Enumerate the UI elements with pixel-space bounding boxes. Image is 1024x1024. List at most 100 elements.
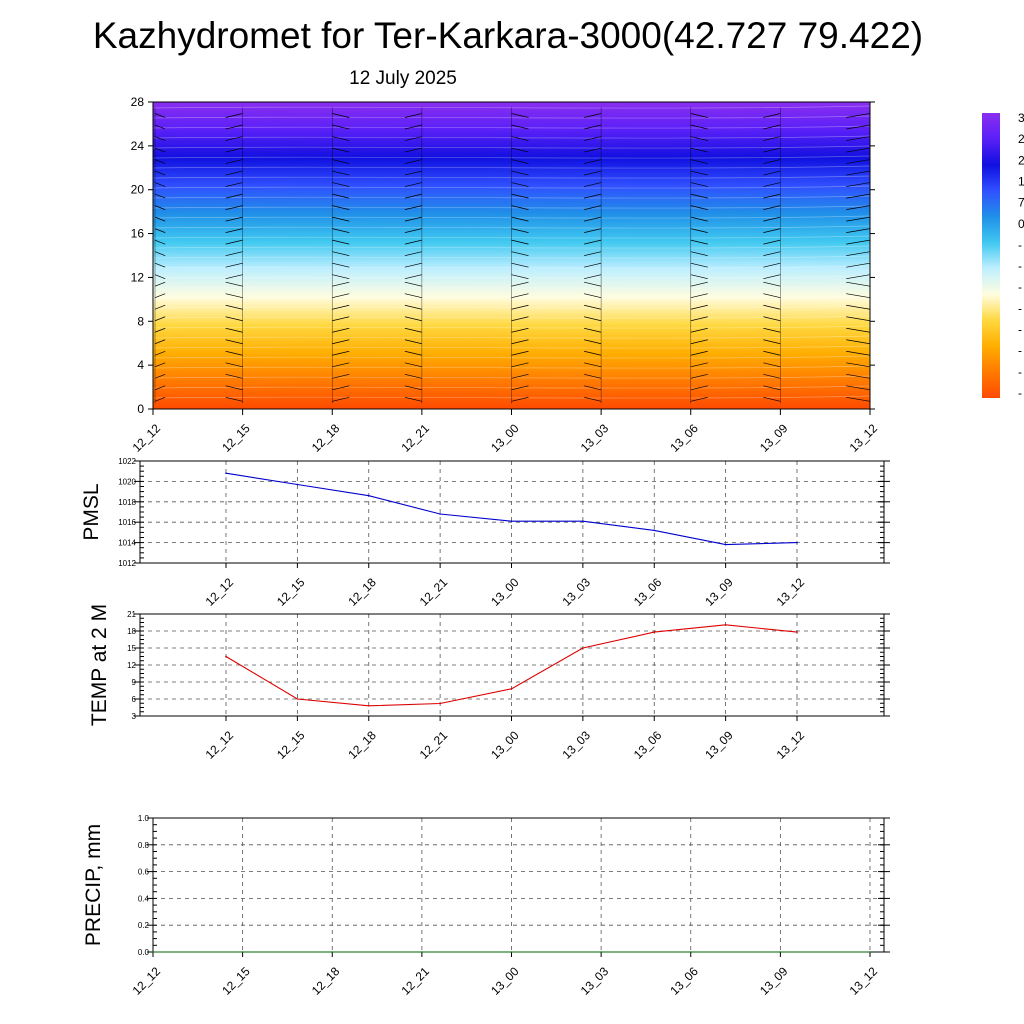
wind-barb xyxy=(584,170,602,176)
wind-barb xyxy=(404,251,422,257)
wind-barb xyxy=(846,159,871,164)
wind-barb xyxy=(846,316,871,322)
x-tick-label: 12_15 xyxy=(274,728,308,762)
x-tick-label: 13_09 xyxy=(702,728,736,762)
wind-barb xyxy=(154,113,166,118)
wind-barb xyxy=(763,251,781,257)
data-point xyxy=(689,951,692,953)
wind-barb xyxy=(225,113,243,118)
wind-barb xyxy=(404,281,422,287)
wind-barb xyxy=(511,113,529,118)
wind-barb xyxy=(511,274,529,280)
wind-barb xyxy=(225,147,243,153)
wind-barb xyxy=(846,281,871,287)
wind-barb xyxy=(846,205,871,210)
wind-barb xyxy=(225,228,243,233)
x-tick-label: 13_00 xyxy=(488,728,522,762)
data-point xyxy=(779,951,782,953)
wind-barb xyxy=(763,293,781,299)
wind-barb xyxy=(846,274,871,280)
x-tick-label: 12_15 xyxy=(274,575,308,609)
wind-barb xyxy=(763,239,781,245)
x-tick-label: 12_18 xyxy=(309,964,343,998)
contour-line xyxy=(152,215,871,219)
colorbar-label: 2 xyxy=(1018,132,1024,146)
wind-barb xyxy=(690,339,708,345)
x-tick-label: 13_12 xyxy=(774,728,808,762)
wind-barb xyxy=(404,182,422,187)
y-tick-label: 1012 xyxy=(118,559,136,568)
wind-barb xyxy=(584,350,602,356)
x-tick-label: 12_18 xyxy=(345,728,379,762)
wind-barb xyxy=(332,373,350,379)
wind-barb xyxy=(763,136,781,141)
wind-barb xyxy=(690,350,708,356)
contour-line xyxy=(152,265,871,269)
data-point xyxy=(796,631,798,633)
wind-barb xyxy=(332,350,350,356)
wind-barb xyxy=(584,293,602,299)
contour-line xyxy=(152,245,871,249)
y-tick-label: 3 xyxy=(132,712,137,721)
wind-barb xyxy=(404,136,422,141)
wind-barb xyxy=(404,239,422,245)
data-point xyxy=(869,951,871,953)
x-tick-label: 12_15 xyxy=(219,964,253,998)
data-point xyxy=(367,494,370,497)
wind-barb xyxy=(584,193,602,199)
wind-barb xyxy=(690,385,708,391)
wind-barb xyxy=(154,262,166,268)
wind-barb xyxy=(332,362,350,368)
y-tick-label: 21 xyxy=(127,610,136,619)
colorbar-label: - xyxy=(1018,280,1022,294)
wind-barb xyxy=(846,350,871,356)
wind-barb xyxy=(332,216,350,222)
contour-line xyxy=(152,125,871,129)
wind-barb xyxy=(332,274,350,280)
wind-barb xyxy=(763,216,781,222)
wind-barb xyxy=(763,113,781,118)
wind-barb xyxy=(584,385,602,391)
colorbar-label: - xyxy=(1018,365,1022,379)
wind-barb xyxy=(584,228,602,233)
wind-barb xyxy=(846,293,871,299)
wind-barb xyxy=(846,113,871,118)
y-tick-label: 28 xyxy=(131,95,145,109)
wind-barb xyxy=(846,216,871,222)
wind-barb xyxy=(154,385,166,391)
wind-barb xyxy=(763,205,781,210)
y-tick-label: 1016 xyxy=(118,518,136,527)
x-tick-label: 12_18 xyxy=(345,575,379,609)
wind-barb xyxy=(511,216,529,222)
wind-barb xyxy=(332,262,350,268)
x-tick-label: 13_00 xyxy=(488,575,522,609)
wind-barb xyxy=(225,182,243,187)
wind-barb xyxy=(511,182,529,187)
data-point xyxy=(510,951,513,953)
wind-barb xyxy=(225,159,243,164)
wind-barb xyxy=(404,228,422,233)
wind-barb xyxy=(332,293,350,299)
wind-barb xyxy=(584,262,602,268)
contour-line xyxy=(152,295,871,299)
contour-line xyxy=(152,375,871,379)
y-tick-label: 0.4 xyxy=(138,894,150,903)
y-tick-label: 20 xyxy=(131,183,145,197)
y-tick-label: 18 xyxy=(127,627,136,636)
wind-barb xyxy=(404,124,422,130)
wind-barb xyxy=(846,262,871,268)
wind-barb xyxy=(225,251,243,257)
x-tick-label: 13_00 xyxy=(488,964,522,998)
contour-line xyxy=(152,135,871,139)
wind-barb xyxy=(511,339,529,345)
colorbar-label: 2 xyxy=(1018,153,1024,167)
wind-barb xyxy=(225,281,243,287)
colorbar-label: 3 xyxy=(1018,111,1024,125)
contour-line xyxy=(152,115,871,119)
data-point xyxy=(582,520,584,522)
y-tick-label: 9 xyxy=(132,678,137,687)
wind-barb xyxy=(404,362,422,368)
temp2m-panel: 3 6 9 12 15 18 21 12_12 12_15 12_18 12_21 13_00 13_0… xyxy=(88,604,890,762)
data-point xyxy=(225,655,227,658)
wind-barb xyxy=(584,362,602,368)
